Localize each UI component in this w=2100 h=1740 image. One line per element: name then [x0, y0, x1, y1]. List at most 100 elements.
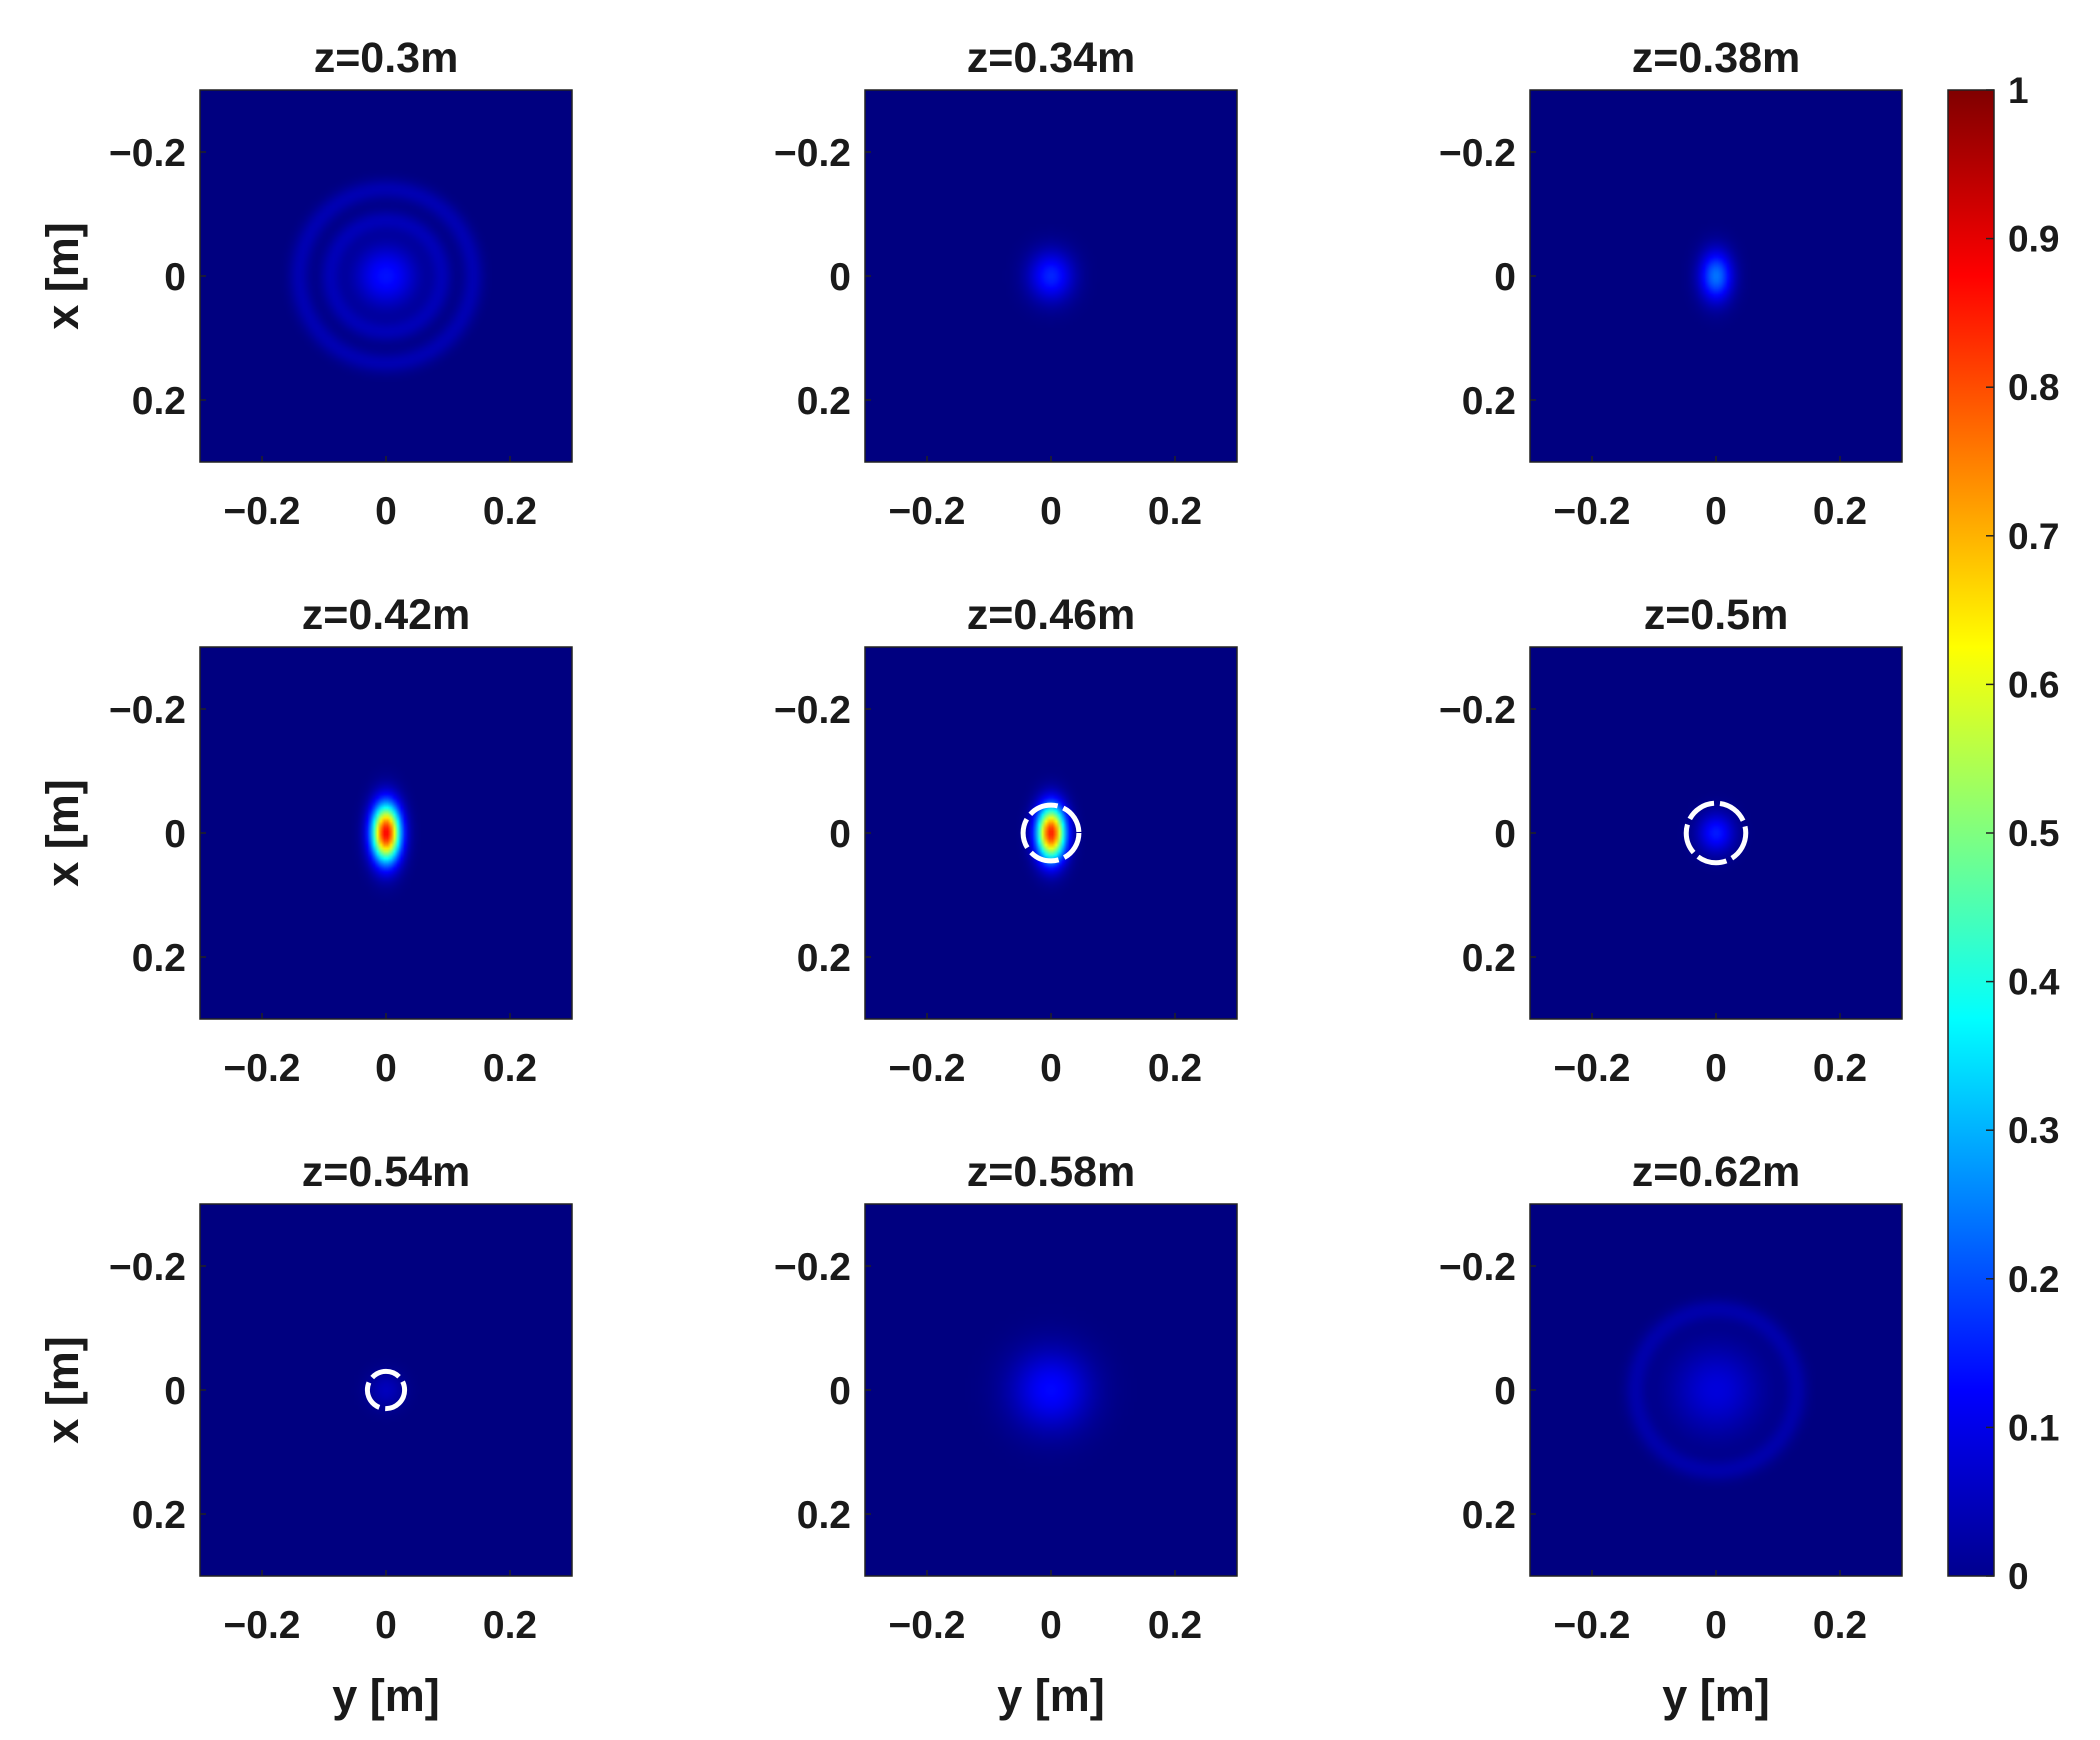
- x-tick-label: 0.2: [1813, 1047, 1867, 1090]
- colorbar: 0 0.1 0.2 0.3 0.4 0.5 0.6 0.7 0.8 0.9 1: [1947, 70, 2060, 1597]
- intensity-map: [1530, 647, 1902, 1019]
- x-tick-label: 0: [1040, 1604, 1062, 1647]
- x-tick-label: 0: [1040, 1047, 1062, 1090]
- y-tick-label: 0: [829, 256, 851, 299]
- y-tick-label: 0: [829, 813, 851, 856]
- subplot-title: z=0.62m: [1632, 1148, 1801, 1196]
- colorbar-tick-label: 0.1: [2008, 1407, 2059, 1448]
- y-tick-label: −0.2: [109, 132, 186, 175]
- y-tick-label: 0.2: [1462, 937, 1516, 980]
- x-tick-label: 0: [1040, 490, 1062, 533]
- x-tick-label: 0: [1705, 490, 1727, 533]
- subplot-title: z=0.46m: [967, 591, 1136, 639]
- subplot-title: z=0.34m: [967, 34, 1136, 82]
- x-tick-label: 0.2: [1148, 1604, 1202, 1647]
- subplot: z=0.46m −0.2 0 0.2 −0.2 0 0.2: [774, 591, 1238, 1090]
- y-tick-label: 0.2: [1462, 1494, 1516, 1537]
- x-tick-label: 0.2: [1813, 490, 1867, 533]
- subplot: z=0.62m −0.2 0 0.2 −0.2 0 0.2 y [m]: [1439, 1148, 1903, 1721]
- y-tick-label: 0.2: [797, 937, 851, 980]
- y-tick-label: 0.2: [797, 1494, 851, 1537]
- intensity-map: [200, 90, 572, 462]
- intensity-map: [865, 647, 1237, 1019]
- y-tick-label: −0.2: [109, 1246, 186, 1289]
- subplot-title: z=0.38m: [1632, 34, 1801, 82]
- dashed-marker-circle: [1683, 800, 1749, 866]
- y-tick-label: 0: [164, 1370, 186, 1413]
- y-tick-label: −0.2: [109, 689, 186, 732]
- y-tick-label: 0: [1494, 1370, 1516, 1413]
- colorbar-tick-label: 0.7: [2008, 516, 2059, 557]
- subplot: z=0.38m −0.2 0 0.2 −0.2 0 0.2: [1439, 34, 1903, 533]
- y-tick-label: −0.2: [774, 689, 851, 732]
- subplot: z=0.34m −0.2 0 0.2 −0.2 0 0.2: [774, 34, 1238, 533]
- intensity-map: [200, 1204, 572, 1576]
- y-tick-label: −0.2: [1439, 689, 1516, 732]
- subplot-grid: z=0.3m −0.2 0 0.2 −0.2 0 0.2 x [m] z=0.34m −0.2 0 0…: [37, 34, 1903, 1721]
- subplot-title: z=0.58m: [967, 1148, 1136, 1196]
- colorbar-tick-label: 0.2: [2008, 1259, 2059, 1300]
- y-tick-label: 0: [1494, 813, 1516, 856]
- x-axis-label: y [m]: [332, 1670, 440, 1721]
- subplot: z=0.3m −0.2 0 0.2 −0.2 0 0.2 x [m]: [37, 34, 573, 533]
- x-tick-label: −0.2: [889, 1604, 966, 1647]
- subplot: z=0.54m −0.2 0 0.2 −0.2 0 0.2 x [m] y [m]: [37, 1148, 573, 1721]
- x-tick-label: 0.2: [1813, 1604, 1867, 1647]
- colorbar-tick-label: 0.8: [2008, 367, 2059, 408]
- x-tick-label: −0.2: [889, 1047, 966, 1090]
- x-tick-label: 0.2: [483, 490, 537, 533]
- x-tick-label: 0: [375, 1047, 397, 1090]
- colorbar-tick-label: 0.4: [2008, 962, 2060, 1003]
- x-axis-label: y [m]: [1662, 1670, 1770, 1721]
- dashed-marker-circle: [364, 1368, 408, 1412]
- x-tick-label: −0.2: [889, 490, 966, 533]
- intensity-map: [200, 647, 572, 1019]
- y-tick-label: 0.2: [1462, 380, 1516, 423]
- x-tick-label: 0.2: [1148, 1047, 1202, 1090]
- intensity-map: [1530, 1204, 1902, 1576]
- y-tick-label: −0.2: [774, 132, 851, 175]
- y-tick-label: 0.2: [132, 937, 186, 980]
- x-tick-label: −0.2: [224, 490, 301, 533]
- x-tick-label: −0.2: [1554, 490, 1631, 533]
- y-axis-label: x [m]: [37, 1336, 88, 1444]
- colorbar-tick-label: 1: [2008, 70, 2029, 111]
- y-tick-label: −0.2: [1439, 132, 1516, 175]
- subplot-title: z=0.42m: [302, 591, 471, 639]
- x-tick-label: −0.2: [1554, 1604, 1631, 1647]
- y-tick-label: 0: [164, 256, 186, 299]
- subplot: z=0.42m −0.2 0 0.2 −0.2 0 0.2 x [m]: [37, 591, 573, 1090]
- y-tick-label: 0.2: [132, 1494, 186, 1537]
- intensity-map: [865, 90, 1237, 462]
- x-tick-label: 0: [375, 490, 397, 533]
- y-tick-label: 0: [164, 813, 186, 856]
- x-tick-label: 0.2: [483, 1047, 537, 1090]
- x-tick-label: 0.2: [1148, 490, 1202, 533]
- colorbar-tick-label: 0.6: [2008, 664, 2059, 705]
- subplot-title: z=0.3m: [314, 34, 459, 82]
- y-tick-label: 0.2: [797, 380, 851, 423]
- x-axis-label: y [m]: [997, 1670, 1105, 1721]
- intensity-map: [1530, 90, 1902, 462]
- x-tick-label: −0.2: [224, 1047, 301, 1090]
- colorbar-tick-label: 0.9: [2008, 219, 2059, 260]
- subplot-title: z=0.54m: [302, 1148, 471, 1196]
- colorbar-tick-label: 0: [2008, 1556, 2029, 1597]
- y-tick-label: −0.2: [1439, 1246, 1516, 1289]
- colorbar-tick-label: 0.5: [2008, 813, 2059, 854]
- colorbar-tick-label: 0.3: [2008, 1110, 2059, 1151]
- y-tick-label: −0.2: [774, 1246, 851, 1289]
- dashed-marker-circle: [1020, 802, 1082, 864]
- x-tick-label: 0: [1705, 1604, 1727, 1647]
- x-tick-label: −0.2: [1554, 1047, 1631, 1090]
- y-axis-label: x [m]: [37, 222, 88, 330]
- subplot: z=0.5m −0.2 0 0.2 −0.2 0 0.2: [1439, 591, 1903, 1090]
- subplot: z=0.58m −0.2 0 0.2 −0.2 0 0.2 y [m]: [774, 1148, 1238, 1721]
- x-tick-label: 0.2: [483, 1604, 537, 1647]
- y-axis-label: x [m]: [37, 779, 88, 887]
- y-tick-label: 0: [829, 1370, 851, 1413]
- y-tick-label: 0: [1494, 256, 1516, 299]
- intensity-map: [865, 1204, 1237, 1576]
- subplot-title: z=0.5m: [1644, 591, 1789, 639]
